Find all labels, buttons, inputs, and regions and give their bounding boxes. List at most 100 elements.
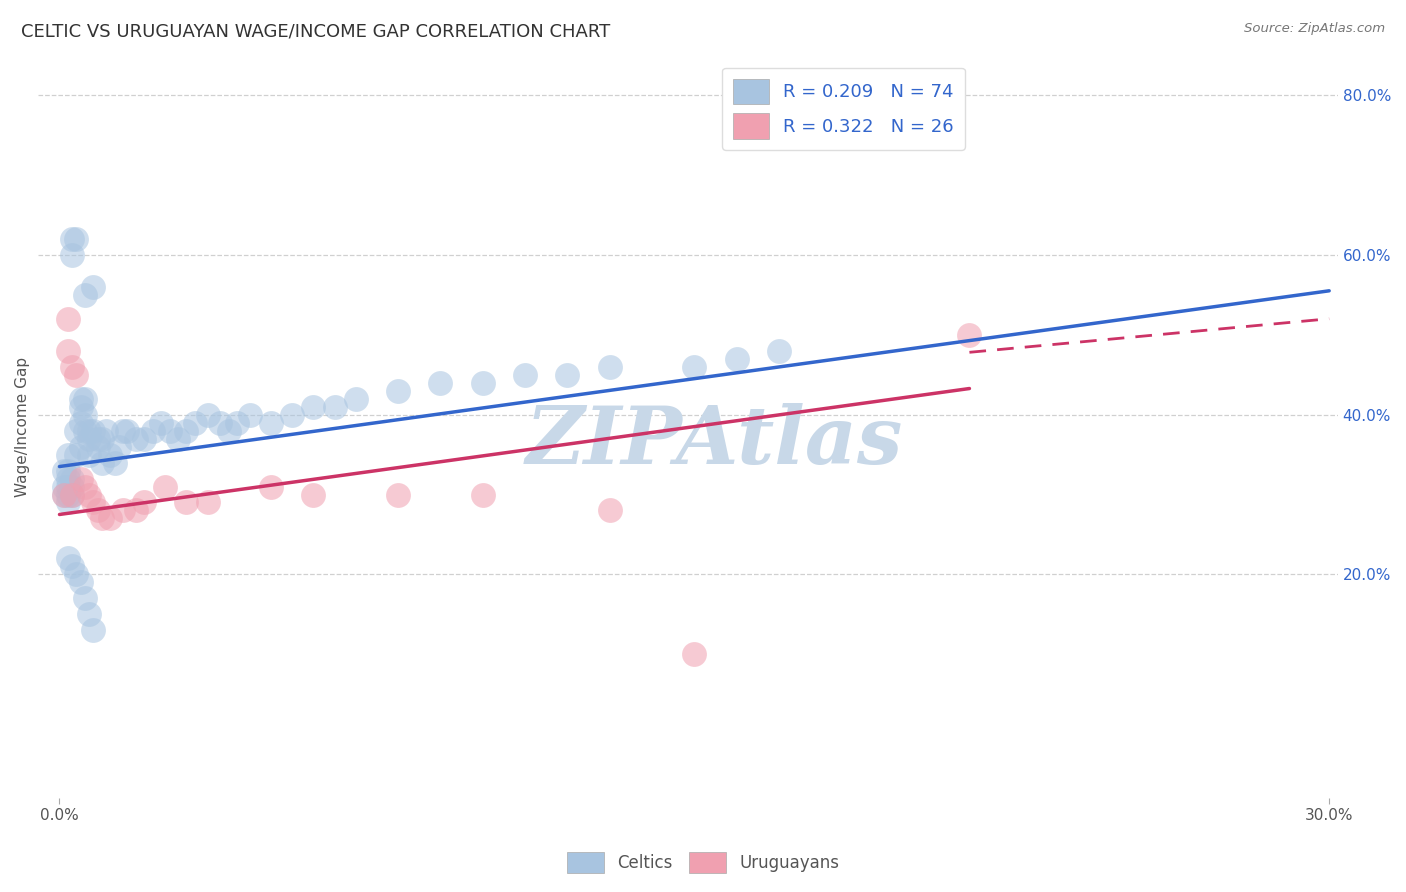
Point	[73, 408, 96, 422]
Point	[387, 384, 409, 398]
Point	[768, 343, 790, 358]
Point	[239, 408, 262, 422]
Point	[56, 343, 79, 358]
Legend: R = 0.209   N = 74, R = 0.322   N = 26: R = 0.209 N = 74, R = 0.322 N = 26	[721, 68, 965, 150]
Point	[111, 424, 134, 438]
Point	[56, 479, 79, 493]
Point	[90, 511, 112, 525]
Point	[52, 464, 75, 478]
Point	[429, 376, 451, 390]
Point	[197, 495, 219, 509]
Point	[69, 440, 91, 454]
Text: CELTIC VS URUGUAYAN WAGE/INCOME GAP CORRELATION CHART: CELTIC VS URUGUAYAN WAGE/INCOME GAP CORR…	[21, 22, 610, 40]
Text: ZIPAtlas: ZIPAtlas	[526, 402, 903, 480]
Point	[69, 471, 91, 485]
Point	[226, 416, 249, 430]
Point	[344, 392, 367, 406]
Point	[65, 567, 87, 582]
Point	[82, 424, 104, 438]
Point	[77, 424, 100, 438]
Point	[86, 503, 108, 517]
Point	[599, 503, 621, 517]
Point	[209, 416, 232, 430]
Point	[60, 487, 83, 501]
Legend: Celtics, Uruguayans: Celtics, Uruguayans	[561, 846, 845, 880]
Point	[69, 575, 91, 590]
Point	[65, 232, 87, 246]
Point	[107, 440, 129, 454]
Point	[56, 464, 79, 478]
Point	[56, 495, 79, 509]
Point	[176, 495, 198, 509]
Point	[73, 287, 96, 301]
Point	[82, 280, 104, 294]
Y-axis label: Wage/Income Gap: Wage/Income Gap	[15, 357, 30, 497]
Point	[73, 479, 96, 493]
Point	[73, 392, 96, 406]
Point	[56, 487, 79, 501]
Point	[134, 495, 156, 509]
Point	[60, 248, 83, 262]
Point	[77, 487, 100, 501]
Point	[86, 432, 108, 446]
Point	[65, 448, 87, 462]
Point	[52, 479, 75, 493]
Point	[69, 400, 91, 414]
Point	[111, 503, 134, 517]
Point	[65, 368, 87, 382]
Point	[683, 359, 706, 374]
Point	[387, 487, 409, 501]
Point	[60, 479, 83, 493]
Point	[65, 424, 87, 438]
Point	[302, 400, 325, 414]
Point	[683, 647, 706, 661]
Point	[260, 479, 283, 493]
Point	[77, 607, 100, 622]
Point	[82, 495, 104, 509]
Point	[302, 487, 325, 501]
Point	[957, 327, 980, 342]
Point	[281, 408, 304, 422]
Point	[184, 416, 207, 430]
Point	[56, 448, 79, 462]
Point	[513, 368, 536, 382]
Point	[73, 591, 96, 606]
Point	[150, 416, 173, 430]
Point	[69, 416, 91, 430]
Point	[218, 424, 240, 438]
Point	[725, 351, 748, 366]
Point	[323, 400, 346, 414]
Point	[52, 487, 75, 501]
Point	[124, 432, 146, 446]
Point	[82, 624, 104, 638]
Point	[176, 424, 198, 438]
Point	[98, 448, 121, 462]
Point	[60, 232, 83, 246]
Text: Source: ZipAtlas.com: Source: ZipAtlas.com	[1244, 22, 1385, 36]
Point	[86, 440, 108, 454]
Point	[471, 487, 494, 501]
Point	[69, 392, 91, 406]
Point	[90, 432, 112, 446]
Point	[60, 471, 83, 485]
Point	[599, 359, 621, 374]
Point	[56, 311, 79, 326]
Point	[98, 511, 121, 525]
Point	[60, 487, 83, 501]
Point	[56, 551, 79, 566]
Point	[124, 503, 146, 517]
Point	[197, 408, 219, 422]
Point	[77, 432, 100, 446]
Point	[60, 559, 83, 574]
Point	[557, 368, 579, 382]
Point	[73, 424, 96, 438]
Point	[90, 456, 112, 470]
Point	[142, 424, 165, 438]
Point	[103, 456, 125, 470]
Point	[52, 487, 75, 501]
Point	[94, 424, 117, 438]
Point	[115, 424, 138, 438]
Point	[134, 432, 156, 446]
Point	[77, 448, 100, 462]
Point	[159, 424, 181, 438]
